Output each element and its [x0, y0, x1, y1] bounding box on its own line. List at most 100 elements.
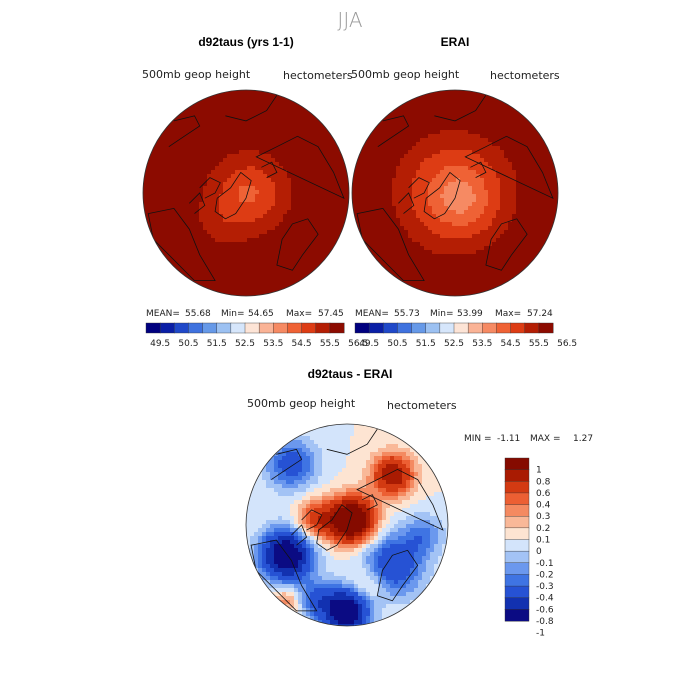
- contour-cell: [263, 198, 268, 203]
- contour-cell: [219, 118, 224, 123]
- contour-cell: [524, 198, 529, 203]
- contour-cell: [175, 238, 180, 243]
- contour-cell: [283, 154, 288, 159]
- contour-cell: [187, 118, 192, 123]
- contour-cell: [520, 262, 525, 267]
- contour-cell: [544, 246, 549, 251]
- contour-cell: [179, 194, 184, 199]
- contour-cell: [223, 218, 228, 223]
- contour-cell: [303, 150, 308, 155]
- contour-cell: [227, 182, 232, 187]
- contour-cell: [424, 138, 429, 143]
- contour-cell: [167, 138, 172, 143]
- contour-cell: [480, 130, 485, 135]
- contour-cell: [219, 226, 224, 231]
- contour-cell: [275, 106, 280, 111]
- contour-cell: [384, 162, 389, 167]
- contour-cell: [315, 238, 320, 243]
- contour-cell: [322, 428, 327, 433]
- contour-cell: [306, 448, 311, 453]
- contour-cell: [368, 214, 373, 219]
- contour-cell: [299, 154, 304, 159]
- contour-cell: [255, 234, 260, 239]
- contour-cell: [410, 448, 415, 453]
- contour-cell: [283, 198, 288, 203]
- contour-cell: [275, 142, 280, 147]
- contour-cell: [504, 234, 509, 239]
- contour-cell: [500, 234, 505, 239]
- contour-cell: [195, 162, 200, 167]
- contour-cell: [356, 210, 361, 215]
- contour-cell: [418, 460, 423, 465]
- contour-cell: [227, 142, 232, 147]
- contour-cell: [291, 110, 296, 115]
- contour-cell: [388, 130, 393, 135]
- contour-cell: [516, 110, 521, 115]
- contour-cell: [556, 214, 558, 219]
- panel-model-max-value: 57.45: [318, 309, 344, 319]
- contour-cell: [219, 174, 224, 179]
- contour-cell: [354, 436, 359, 441]
- contour-cell: [484, 222, 489, 227]
- contour-cell: [484, 102, 489, 107]
- contour-cell: [396, 142, 401, 147]
- contour-cell: [215, 146, 220, 151]
- contour-cell: [147, 234, 152, 239]
- contour-cell: [271, 202, 276, 207]
- contour-cell: [480, 118, 485, 123]
- contour-cell: [440, 218, 445, 223]
- contour-cell: [448, 282, 453, 287]
- contour-cell: [235, 282, 240, 287]
- contour-cell: [456, 262, 461, 267]
- contour-cell: [394, 472, 399, 477]
- contour-cell: [404, 226, 409, 231]
- contour-cell: [291, 210, 296, 215]
- contour-cell: [203, 206, 208, 211]
- contour-cell: [247, 286, 252, 291]
- contour-cell: [544, 214, 549, 219]
- contour-cell: [376, 258, 381, 263]
- contour-cell: [378, 424, 383, 429]
- contour-cell: [187, 202, 192, 207]
- contour-cell: [259, 102, 264, 107]
- contour-cell: [376, 198, 381, 203]
- contour-cell: [307, 118, 312, 123]
- contour-cell: [384, 110, 389, 115]
- contour-cell: [318, 472, 323, 477]
- contour-cell: [299, 250, 304, 255]
- contour-cell: [468, 198, 473, 203]
- contour-cell: [440, 230, 445, 235]
- contour-cell: [468, 122, 473, 127]
- contour-cell: [452, 134, 457, 139]
- contour-cell: [247, 226, 252, 231]
- contour-cell: [480, 142, 485, 147]
- contour-cell: [263, 106, 268, 111]
- contour-cell: [347, 214, 349, 219]
- contour-cell: [330, 464, 335, 469]
- contour-cell: [436, 202, 441, 207]
- contour-cell: [163, 174, 168, 179]
- contour-cell: [291, 250, 296, 255]
- contour-cell: [444, 258, 449, 263]
- contour-cell: [231, 270, 236, 275]
- contour-cell: [299, 234, 304, 239]
- contour-cell: [267, 210, 272, 215]
- contour-cell: [540, 130, 545, 135]
- contour-cell: [424, 170, 429, 175]
- contour-cell: [283, 158, 288, 163]
- contour-cell: [239, 202, 244, 207]
- contour-cell: [207, 206, 212, 211]
- contour-cell: [516, 138, 521, 143]
- contour-cell: [247, 130, 252, 135]
- contour-cell: [468, 90, 473, 95]
- contour-cell: [227, 130, 232, 135]
- contour-cell: [540, 190, 545, 195]
- contour-cell: [402, 464, 407, 469]
- contour-cell: [319, 142, 324, 147]
- contour-cell: [424, 270, 429, 275]
- contour-cell: [544, 194, 549, 199]
- contour-cell: [416, 274, 421, 279]
- contour-cell: [420, 170, 425, 175]
- contour-cell: [384, 218, 389, 223]
- contour-cell: [155, 142, 160, 147]
